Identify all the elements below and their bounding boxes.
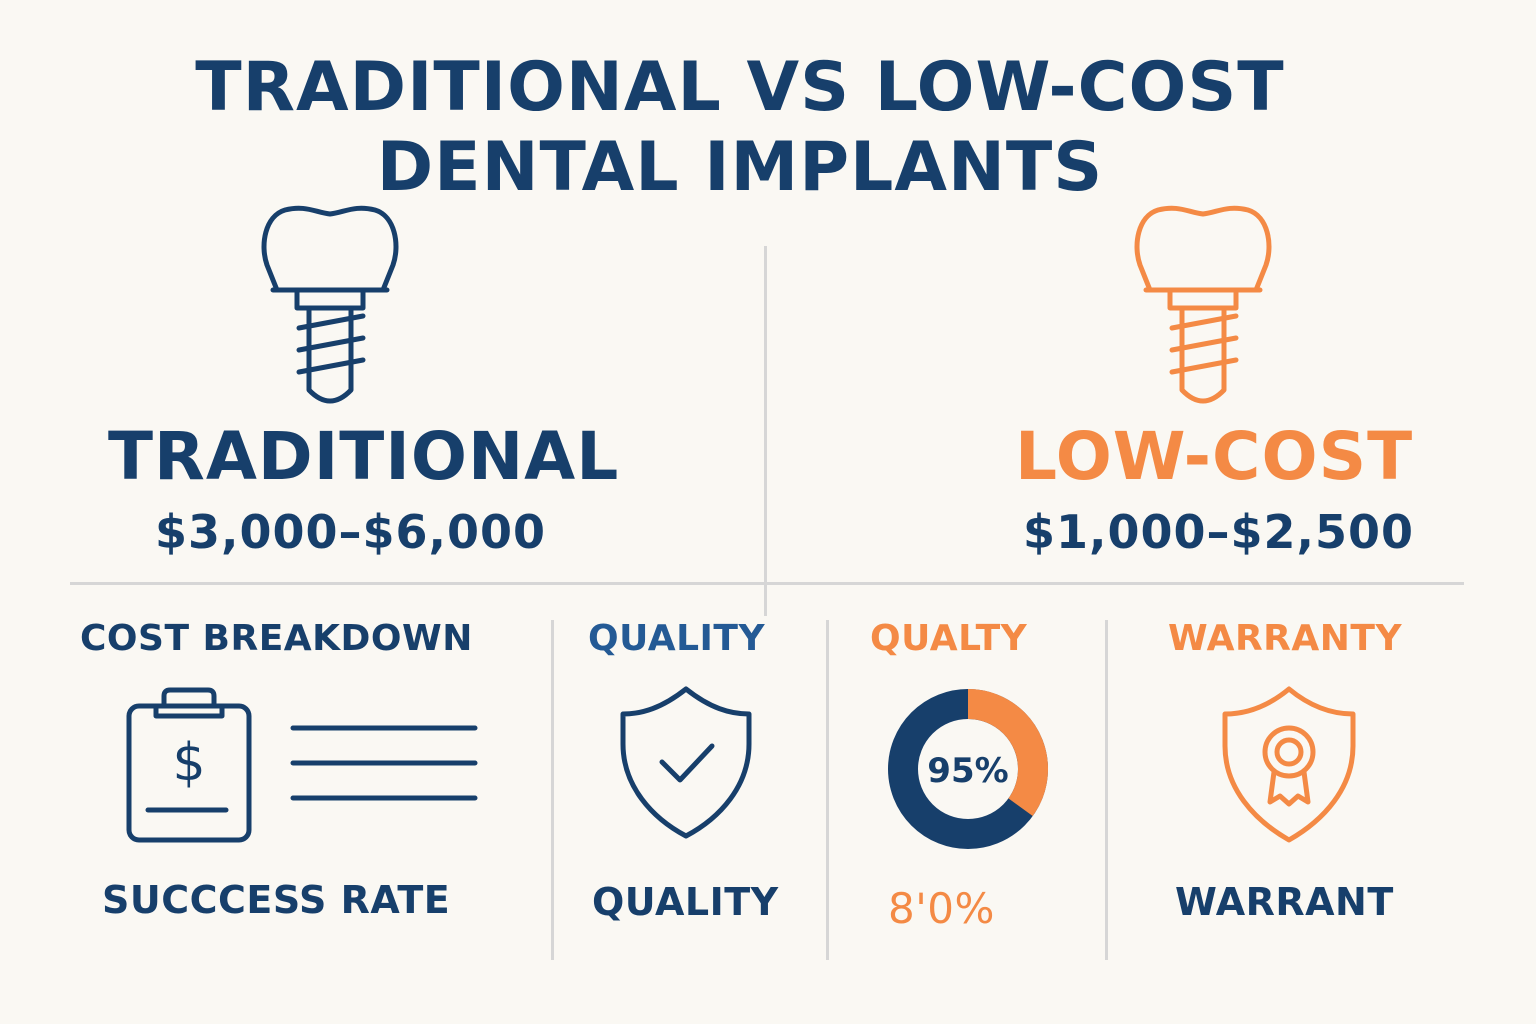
list-lines-icon bbox=[290, 725, 478, 801]
dental-implant-icon bbox=[1134, 205, 1272, 404]
shield-check-icon bbox=[620, 686, 752, 839]
success-rate-label: SUCCCESS RATE bbox=[102, 878, 451, 922]
page-title: TRADITIONAL VS LOW-COST DENTAL IMPLANTS bbox=[0, 48, 1480, 208]
svg-text:$: $ bbox=[172, 733, 205, 793]
traditional-price: $3,000–$6,000 bbox=[155, 505, 547, 559]
vertical-divider-3 bbox=[1105, 620, 1108, 960]
shield-medal-icon bbox=[1222, 686, 1356, 843]
vertical-divider-top bbox=[764, 246, 767, 616]
quality-bottom-label: QUALITY bbox=[592, 880, 779, 924]
warranty-header: WARRANTY bbox=[1168, 618, 1403, 659]
vertical-divider-1 bbox=[551, 620, 554, 960]
quality-low-header: QUALTY bbox=[870, 618, 1028, 659]
donut-segment-orange bbox=[967, 689, 1048, 817]
cost-breakdown-header: COST BREAKDOWN bbox=[80, 618, 473, 659]
traditional-label: TRADITIONAL bbox=[108, 418, 620, 495]
clipboard-dollar-icon: $ bbox=[126, 687, 252, 843]
horizontal-divider bbox=[70, 582, 1464, 585]
dental-implant-icon bbox=[261, 205, 399, 404]
low-cost-price: $1,000–$2,500 bbox=[1023, 505, 1415, 559]
warranty-bottom-label: WARRANT bbox=[1175, 880, 1394, 924]
quality-header: QUALITY bbox=[588, 618, 766, 659]
donut-value: 95% bbox=[927, 751, 1008, 791]
page-title-line-1: TRADITIONAL VS LOW-COST bbox=[195, 48, 1285, 127]
page-title-line-2: DENTAL IMPLANTS bbox=[376, 128, 1104, 207]
low-cost-label: LOW-COST bbox=[1015, 418, 1414, 495]
donut-chart-icon: 95% bbox=[888, 689, 1048, 849]
vertical-divider-2 bbox=[826, 620, 829, 960]
quality-low-bottom-label: 8'0% bbox=[888, 884, 995, 933]
